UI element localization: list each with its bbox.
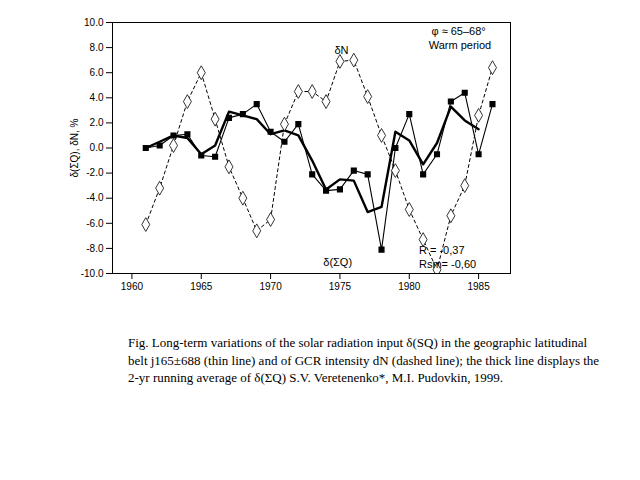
svg-text:2.0: 2.0 — [90, 117, 104, 128]
svg-text:6.0: 6.0 — [90, 67, 104, 78]
svg-text:δ(ΣQ): δ(ΣQ) — [323, 256, 352, 268]
html-text:Fig. Long-term variations of t: Fig. Long-term variations of the solar r… — [128, 335, 600, 386]
svg-text:1960: 1960 — [121, 281, 144, 292]
svg-text:1965: 1965 — [190, 281, 213, 292]
svg-text:-2.0: -2.0 — [86, 167, 104, 178]
svg-text:Warm period: Warm period — [429, 39, 492, 51]
svg-text:δ(ΣQ), δN, %: δ(ΣQ), δN, % — [69, 118, 80, 177]
svg-text:-6.0: -6.0 — [86, 218, 104, 229]
svg-text:-10.0: -10.0 — [81, 268, 104, 279]
svg-text:φ ≈ 65–68°: φ ≈ 65–68° — [431, 25, 485, 37]
svg-text:δN: δN — [334, 44, 348, 56]
svg-text:1975: 1975 — [329, 281, 352, 292]
svg-text:1970: 1970 — [259, 281, 282, 292]
svg-text:0.0: 0.0 — [90, 142, 104, 153]
svg-text:10.0: 10.0 — [84, 17, 104, 28]
svg-text:R = -0,37: R = -0,37 — [419, 244, 465, 256]
svg-text:-4.0: -4.0 — [86, 192, 104, 203]
svg-text:-8.0: -8.0 — [86, 243, 104, 254]
svg-text:1980: 1980 — [398, 281, 421, 292]
svg-text:Rsm= -0,60: Rsm= -0,60 — [419, 258, 476, 270]
svg-text:4.0: 4.0 — [90, 92, 104, 103]
svg-text:1985: 1985 — [467, 281, 490, 292]
svg-text:8.0: 8.0 — [90, 42, 104, 53]
